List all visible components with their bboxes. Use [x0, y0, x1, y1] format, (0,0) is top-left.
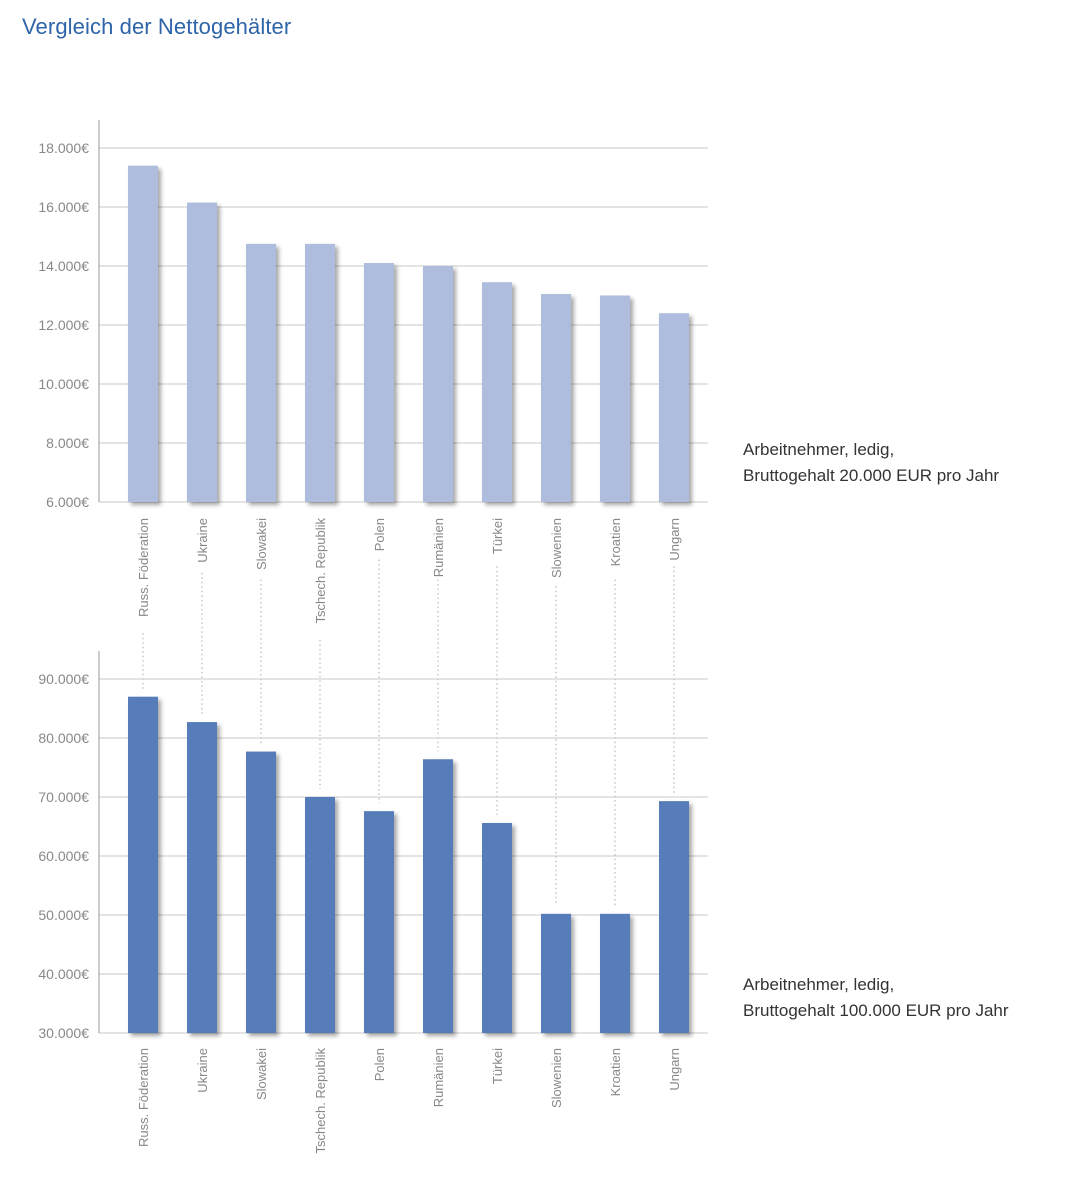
annotation-line-2: Bruttogehalt 100.000 EUR pro Jahr — [743, 1001, 1009, 1020]
bar — [482, 282, 512, 502]
page-title: Vergleich der Nettogehälter — [22, 14, 292, 39]
x-tick-label: Rumänien — [431, 518, 446, 577]
bar — [246, 751, 276, 1033]
bar — [482, 822, 512, 1033]
x-tick-label: Ukraine — [195, 518, 210, 563]
bar — [128, 165, 158, 502]
x-tick-label: Kroatien — [608, 518, 623, 566]
x-tick-label: Slowakei — [254, 1048, 269, 1100]
bar — [423, 266, 453, 502]
chart-bottom-annotation: Arbeitnehmer, ledig, Bruttogehalt 100.00… — [743, 972, 1009, 1024]
chart-bottom-100000: 30.000€ 40.000€ 50.000€ 60.000€ 70.000€ 80.00… — [38, 651, 708, 1154]
chart-top-annotation: Arbeitnehmer, ledig, Bruttogehalt 20.000… — [743, 437, 999, 489]
bar — [364, 263, 394, 502]
bar — [187, 722, 217, 1033]
y-tick-label: 90.000€ — [38, 671, 89, 687]
annotation-line-1: Arbeitnehmer, ledig, — [743, 975, 895, 994]
x-tick-label: Russ. Föderation — [136, 518, 151, 617]
x-tick-label: Polen — [372, 1048, 387, 1081]
y-tick-label: 40.000€ — [38, 966, 89, 982]
x-tick-label: Türkei — [490, 518, 505, 554]
x-tick-label: Slowakei — [254, 518, 269, 570]
y-tick-label: 18.000€ — [38, 140, 89, 156]
chart-top-20000: 6.000€ 8.000€ 10.000€ 12.000€ 14.000€ 16.000€… — [38, 120, 708, 906]
y-tick-label: 12.000€ — [38, 317, 89, 333]
bar — [600, 295, 630, 502]
x-tick-label: Tschech. Republik — [313, 518, 328, 624]
bar — [128, 696, 158, 1033]
y-tick-label: 10.000€ — [38, 376, 89, 392]
bar — [246, 243, 276, 502]
x-tick-label: Türkei — [490, 1048, 505, 1084]
bar — [541, 294, 571, 502]
annotation-line-1: Arbeitnehmer, ledig, — [743, 440, 895, 459]
x-tick-label: Ungarn — [667, 1048, 682, 1091]
bar — [305, 797, 335, 1033]
bar — [659, 313, 689, 502]
y-tick-label: 6.000€ — [46, 494, 89, 510]
y-tick-label: 30.000€ — [38, 1025, 89, 1041]
x-tick-label: Ungarn — [667, 518, 682, 561]
bar — [600, 913, 630, 1033]
y-tick-label: 8.000€ — [46, 435, 89, 451]
x-tick-label: Slowenien — [549, 1048, 564, 1108]
y-tick-label: 14.000€ — [38, 258, 89, 274]
bar — [187, 202, 217, 502]
bar — [364, 811, 394, 1033]
y-tick-label: 70.000€ — [38, 789, 89, 805]
bar — [541, 913, 571, 1033]
bar — [423, 759, 453, 1033]
bar — [659, 801, 689, 1033]
x-tick-label: Russ. Föderation — [136, 1048, 151, 1147]
y-tick-label: 80.000€ — [38, 730, 89, 746]
x-tick-label: Ukraine — [195, 1048, 210, 1093]
x-tick-label: Kroatien — [608, 1048, 623, 1096]
y-tick-label: 16.000€ — [38, 199, 89, 215]
x-tick-label: Rumänien — [431, 1048, 446, 1107]
y-tick-label: 60.000€ — [38, 848, 89, 864]
bar — [305, 243, 335, 502]
x-tick-label: Tschech. Republik — [313, 1048, 328, 1154]
annotation-line-2: Bruttogehalt 20.000 EUR pro Jahr — [743, 466, 1000, 485]
x-tick-label: Polen — [372, 518, 387, 551]
y-tick-label: 50.000€ — [38, 907, 89, 923]
x-tick-label: Slowenien — [549, 518, 564, 578]
